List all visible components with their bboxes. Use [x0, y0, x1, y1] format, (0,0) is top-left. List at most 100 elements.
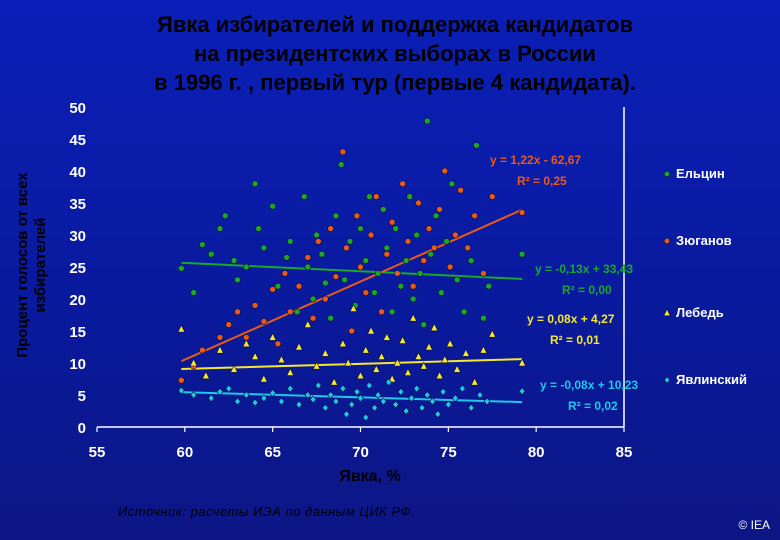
point-Явлинский	[234, 397, 241, 406]
point-Лебедь	[349, 303, 358, 312]
point-Явлинский	[467, 403, 475, 412]
point-Явлинский	[242, 391, 250, 399]
point-Явлинский	[216, 387, 224, 396]
point-Зюганов	[309, 314, 317, 322]
point-Явлинский	[269, 389, 277, 398]
point-Ельцин	[300, 193, 308, 200]
point-Явлинский	[408, 394, 415, 403]
point-Явлинский	[379, 397, 387, 406]
point-Явлинский	[343, 410, 350, 419]
point-Ельцин	[318, 250, 326, 258]
point-Лебедь	[430, 323, 439, 332]
point-Зюганов	[199, 346, 206, 354]
point-Ельцин	[443, 238, 450, 245]
point-Ельцин	[230, 257, 238, 264]
point-Зюганов	[373, 193, 380, 200]
point-Лебедь	[403, 367, 412, 376]
point-Лебедь	[382, 332, 391, 341]
trendline-Явлинский	[181, 391, 523, 404]
point-Лебедь	[312, 361, 321, 370]
point-Ельцин	[448, 180, 456, 188]
point-Явлинский	[286, 384, 294, 393]
point-Ельцин	[402, 257, 410, 264]
point-Ельцин	[313, 231, 320, 239]
point-Ельцин	[473, 142, 480, 149]
point-Явлинский	[353, 387, 361, 396]
point-Зюганов	[367, 231, 375, 239]
point-Ельцин	[337, 161, 345, 168]
point-Ельцин	[216, 225, 224, 232]
trend-equation-Явлинский: y = -0,08x + 10,23	[540, 378, 638, 392]
chart-title: Явка избирателей и поддержка кандидатов …	[80, 10, 710, 97]
y-tick-label: 25	[69, 260, 86, 277]
point-Ельцин	[322, 279, 329, 287]
point-Ельцин	[392, 225, 399, 232]
point-Зюганов	[425, 225, 433, 232]
point-Зюганов	[409, 282, 417, 290]
trend-r2-Ельцин: R² = 0,00	[562, 283, 612, 297]
legend-marker-Ельцин	[663, 170, 671, 178]
point-Зюганов	[464, 244, 471, 252]
point-Явлинский	[483, 397, 491, 406]
chart-title-line-3: в 1996 г. , первый тур (первые 4 кандида…	[154, 70, 636, 95]
y-tick-label: 30	[69, 228, 86, 245]
y-tick-label: 15	[69, 324, 86, 341]
point-Ельцин	[467, 257, 475, 264]
point-Ельцин	[286, 238, 294, 245]
legend-label-Явлинский: Явлинский	[676, 372, 747, 387]
point-Зюганов	[480, 270, 487, 277]
y-tick-label: 20	[69, 292, 86, 309]
point-Явлинский	[439, 387, 447, 396]
point-Ельцин	[416, 270, 424, 277]
point-Зюганов	[441, 167, 449, 175]
point-Лебедь	[177, 324, 186, 333]
point-Явлинский	[423, 391, 431, 399]
y-tick-label: 0	[78, 420, 86, 437]
point-Зюганов	[388, 218, 396, 226]
legend-label-Лебедь: Лебедь	[676, 305, 724, 320]
x-tick-label: 80	[528, 444, 545, 461]
point-Ельцин	[304, 263, 312, 271]
legend-marker-Явлинский	[663, 376, 671, 384]
y-tick-label: 35	[69, 196, 86, 213]
point-Ельцин	[423, 117, 431, 125]
point-Лебедь	[409, 313, 418, 322]
point-Ельцин	[374, 270, 382, 277]
point-Явлинский	[278, 397, 285, 406]
point-Ельцин	[178, 264, 185, 272]
point-Ельцин	[518, 250, 526, 258]
point-Явлинский	[339, 384, 347, 393]
point-Ельцин	[438, 289, 445, 296]
point-Ельцин	[427, 250, 435, 258]
point-Ельцин	[190, 289, 197, 296]
y-tick-label: 45	[69, 132, 86, 149]
trend-equation-Ельцин: y = -0,13x + 33,43	[535, 262, 633, 276]
point-Ельцин	[341, 276, 348, 284]
point-Явлинский	[357, 394, 364, 403]
y-tick-label: 10	[69, 356, 86, 373]
point-Лебедь	[479, 345, 488, 354]
point-Зюганов	[178, 376, 185, 384]
point-Ельцин	[327, 314, 334, 322]
y-tick-label: 5	[78, 388, 86, 405]
point-Лебедь	[277, 355, 286, 364]
point-Лебедь	[440, 355, 449, 364]
trend-equation-Зюганов: y = 1,22x - 62,67	[490, 153, 581, 167]
point-Лебедь	[295, 342, 304, 351]
point-Явлинский	[429, 397, 436, 406]
point-Явлинский	[365, 381, 373, 390]
x-tick-label: 55	[89, 444, 106, 461]
point-Зюганов	[430, 244, 438, 252]
point-Ельцин	[383, 244, 391, 252]
point-Зюганов	[269, 286, 276, 293]
point-Явлинский	[476, 391, 484, 399]
point-Зюганов	[415, 199, 422, 207]
point-Лебедь	[435, 371, 444, 380]
point-Зюганов	[353, 212, 361, 220]
point-Ельцин	[293, 308, 301, 316]
point-Зюганов	[420, 257, 428, 264]
point-Явлинский	[444, 400, 452, 409]
trend-equations: y = -0,13x + 33,43 R² = 0,00 y = 1,22x - 6…	[490, 153, 638, 413]
point-Зюганов	[260, 318, 268, 325]
point-Зюганов	[322, 295, 329, 303]
